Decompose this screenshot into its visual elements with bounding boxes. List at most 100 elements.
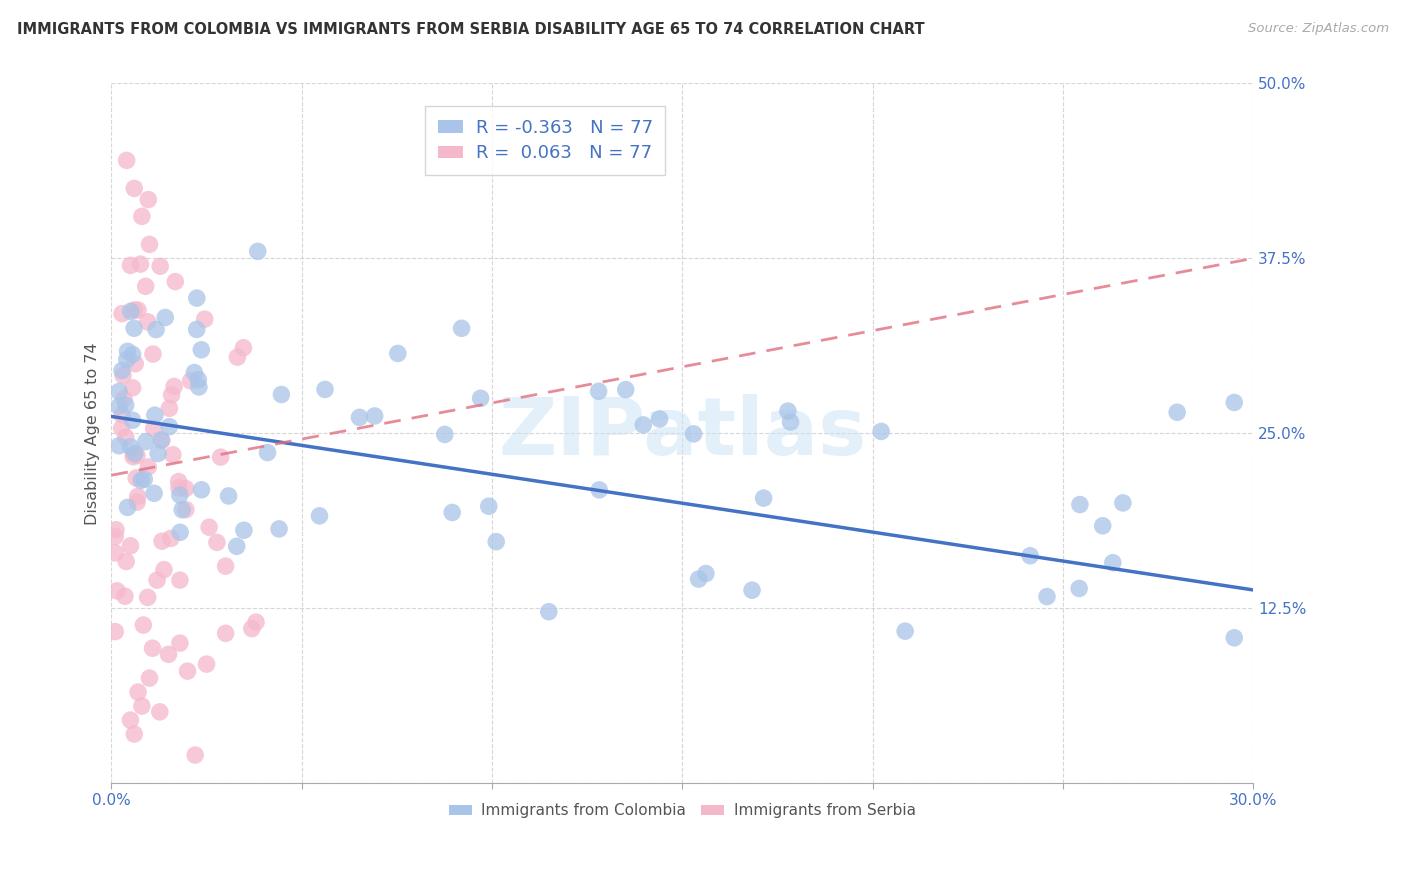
Point — [165, 275, 187, 289]
Point — [169, 488, 191, 502]
Point — [169, 525, 191, 540]
Point — [450, 321, 472, 335]
Point — [132, 618, 155, 632]
Point — [1069, 498, 1091, 512]
Point — [131, 210, 153, 224]
Point — [124, 357, 146, 371]
Point — [129, 257, 152, 271]
Point — [187, 373, 209, 387]
Point — [125, 471, 148, 485]
Point — [121, 347, 143, 361]
Point — [122, 321, 145, 335]
Point — [225, 539, 247, 553]
Legend: Immigrants from Colombia, Immigrants from Serbia: Immigrants from Colombia, Immigrants fro… — [443, 797, 921, 824]
Point — [198, 520, 221, 534]
Point — [470, 391, 492, 405]
Point — [1091, 518, 1114, 533]
Point — [108, 439, 131, 453]
Point — [246, 244, 269, 259]
Point — [111, 421, 134, 435]
Point — [218, 489, 240, 503]
Point — [135, 279, 157, 293]
Point — [150, 434, 173, 448]
Point — [363, 409, 385, 423]
Point — [537, 605, 560, 619]
Point — [174, 482, 197, 496]
Point — [120, 713, 142, 727]
Point — [172, 502, 194, 516]
Point — [776, 404, 799, 418]
Point — [138, 237, 160, 252]
Point — [160, 388, 183, 402]
Point — [124, 446, 146, 460]
Point — [187, 380, 209, 394]
Point — [190, 483, 212, 497]
Point — [155, 310, 177, 325]
Point — [1166, 405, 1188, 419]
Point — [104, 530, 127, 544]
Point — [741, 583, 763, 598]
Point — [1019, 549, 1042, 563]
Point — [142, 421, 165, 435]
Point — [125, 449, 148, 463]
Point — [122, 450, 145, 464]
Point — [117, 344, 139, 359]
Point — [163, 379, 186, 393]
Point — [214, 626, 236, 640]
Point — [149, 705, 172, 719]
Point — [105, 583, 128, 598]
Point — [122, 181, 145, 195]
Point — [120, 440, 142, 454]
Point — [127, 490, 149, 504]
Point — [894, 624, 917, 639]
Point — [169, 573, 191, 587]
Point — [1036, 590, 1059, 604]
Point — [779, 415, 801, 429]
Point — [142, 347, 165, 361]
Point — [136, 193, 159, 207]
Point — [121, 381, 143, 395]
Point — [127, 495, 149, 509]
Point — [122, 727, 145, 741]
Point — [112, 392, 135, 406]
Point — [232, 523, 254, 537]
Point — [115, 153, 138, 168]
Point — [127, 685, 149, 699]
Point — [114, 589, 136, 603]
Point — [111, 368, 134, 383]
Point — [149, 259, 172, 273]
Point — [648, 412, 671, 426]
Point — [240, 622, 263, 636]
Point — [682, 426, 704, 441]
Text: ZIPatlas: ZIPatlas — [498, 394, 866, 472]
Point — [205, 535, 228, 549]
Point — [695, 566, 717, 581]
Text: Source: ZipAtlas.com: Source: ZipAtlas.com — [1249, 22, 1389, 36]
Point — [485, 534, 508, 549]
Point — [104, 546, 127, 560]
Point — [267, 522, 290, 536]
Point — [167, 481, 190, 495]
Point — [157, 648, 180, 662]
Text: IMMIGRANTS FROM COLOMBIA VS IMMIGRANTS FROM SERBIA DISABILITY AGE 65 TO 74 CORRE: IMMIGRANTS FROM COLOMBIA VS IMMIGRANTS F… — [17, 22, 925, 37]
Point — [136, 459, 159, 474]
Point — [441, 506, 464, 520]
Point — [143, 486, 166, 500]
Point — [115, 555, 138, 569]
Point — [176, 664, 198, 678]
Point — [870, 425, 893, 439]
Point — [162, 448, 184, 462]
Point — [195, 657, 218, 672]
Point — [180, 374, 202, 388]
Point — [145, 322, 167, 336]
Point — [387, 346, 409, 360]
Point — [143, 408, 166, 422]
Point — [314, 383, 336, 397]
Point — [245, 615, 267, 629]
Point — [433, 427, 456, 442]
Point — [122, 448, 145, 462]
Point — [111, 307, 134, 321]
Point — [688, 572, 710, 586]
Point — [1223, 631, 1246, 645]
Point — [115, 352, 138, 367]
